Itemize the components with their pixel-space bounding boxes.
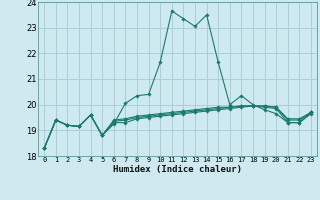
X-axis label: Humidex (Indice chaleur): Humidex (Indice chaleur) [113, 165, 242, 174]
